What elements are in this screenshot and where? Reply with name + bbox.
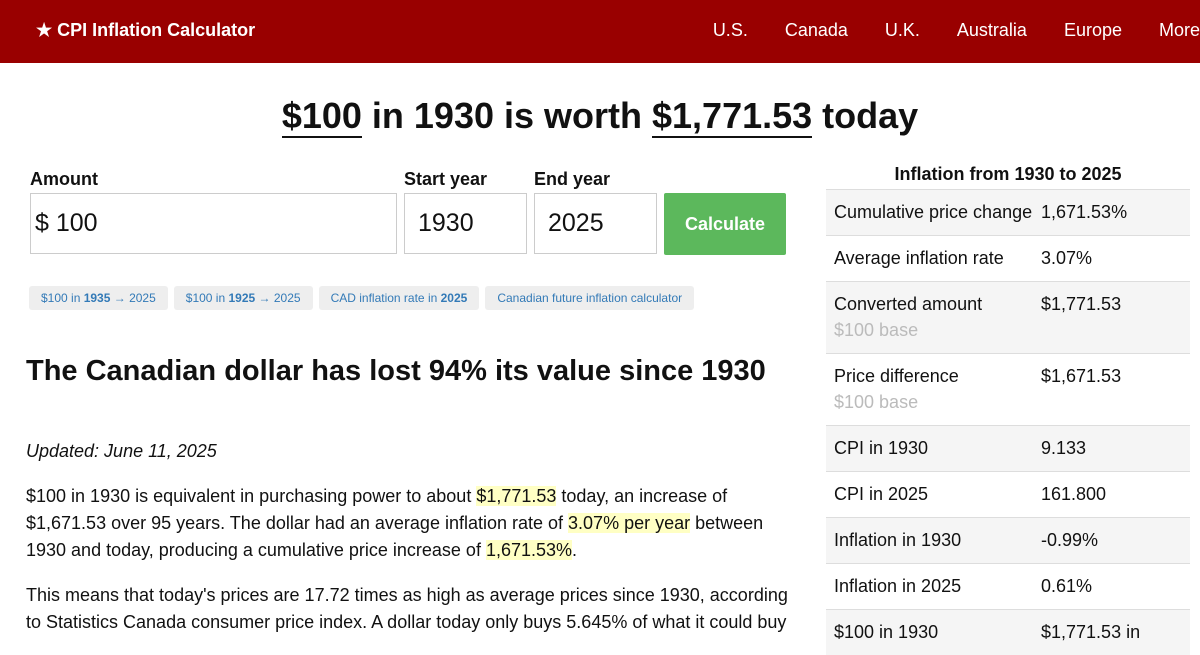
nav-link[interactable]: Australia [956,20,1027,40]
table-row: Inflation in 2025 0.61% [826,563,1190,609]
sidebar-rows: Cumulative price change 1,671.53% Average … [826,189,1190,655]
row-note: $100 base [834,392,919,412]
sidebar-title: Inflation from 1930 to 2025 [894,164,1122,184]
chip-text: $100 in [41,291,84,305]
row-label-cell: Converted amount $100 base [834,291,1041,343]
chip-list: $100 in 1935 → 2025 $100 in 1925 → 2025 CA… [29,286,700,310]
headline-value: $1,771.53 [652,95,813,138]
table-row: Average inflation rate 3.07% [826,235,1190,281]
nav-link[interactable]: Europe [1063,20,1122,40]
headline-text: today [812,95,919,136]
nav-bar: ★ CPI Inflation Calculator U.S. Canada U.K… [0,0,1200,63]
paragraph: $100 in 1930 is equivalent in purchasing… [26,483,796,564]
nav-link[interactable]: Canada [784,20,848,40]
paragraph-text: today, an increase of $1,671.53 over 95 … [26,486,728,533]
row-value: $1,771.53 in [1041,622,1141,642]
nav-link[interactable]: More [1158,20,1200,40]
start-input[interactable]: 1930 [404,193,527,254]
row-label: CPI in 2025 [834,484,929,504]
headline-text: in 1930 is worth [361,95,652,136]
chip-text: Canadian future inflation calculator [497,291,683,305]
highlight: 1,671.53% [485,540,573,560]
paragraph-text: between 1930 and today, producing a cumu… [26,513,764,560]
row-label-cell: $100 in 1930 [834,619,1041,645]
article-heading: The Canadian dollar has lost 94% its val… [26,355,766,387]
row-label-cell: Inflation in 1930 [834,527,1041,553]
row-label-cell: Inflation in 2025 [834,573,1041,599]
row-label-cell: Cumulative price change [834,199,1041,225]
amount-value: 100 [55,209,98,237]
chip-text: → 2025 [255,291,301,305]
table-row: Converted amount $100 base $1,771.53 [826,281,1190,353]
table-row: Price difference $100 base $1,671.53 [826,353,1190,425]
updated-date: Updated: June 11, 2025 [26,441,217,461]
row-label: Average inflation rate [834,248,1004,268]
headline-value: $100 [281,95,362,138]
row-value: 9.133 [1041,438,1087,458]
chip-text: → 2025 [110,291,156,305]
row-value: -0.99% [1041,530,1099,550]
row-label: Inflation in 2025 [834,576,962,596]
currency: $ [35,209,49,237]
row-label: Price difference [834,366,959,386]
row-value: 1,671.53% [1041,202,1128,222]
headline: $100 in 1930 is worth $1,771.53 today [0,95,1200,138]
chip-link[interactable]: Canadian future inflation calculator [485,286,695,310]
amount-input[interactable]: $ 100 [30,193,397,254]
paragraph-text: $100 in 1930 is equivalent in purchasing… [26,486,477,506]
row-label: CPI in 1930 [834,438,929,458]
nav-links: U.S. Canada U.K. Australia Europe More [676,20,1200,41]
row-label: Converted amount [834,294,983,314]
chip-link[interactable]: $100 in 1935 → 2025 [29,286,168,310]
chip-text: 2025 [440,291,468,305]
row-label: $100 in 1930 [834,622,939,642]
paragraph-text: This means that today's prices are 17.72… [26,585,788,632]
row-label-cell: CPI in 2025 [834,481,1041,507]
row-value: $1,771.53 [1041,294,1122,314]
end-input[interactable]: 2025 [534,193,657,254]
table-row: Cumulative price change 1,671.53% [826,189,1190,235]
row-label: Cumulative price change [834,202,1033,222]
brand[interactable]: ★ CPI Inflation Calculator [36,20,256,40]
article-body: $100 in 1930 is equivalent in purchasing… [26,483,796,654]
highlight: $1,771.53 [476,486,557,506]
nav-link[interactable]: U.K. [884,20,920,40]
nav-link[interactable]: U.S. [712,20,748,40]
chip-link[interactable]: $100 in 1925 → 2025 [173,286,313,310]
row-label-cell: Average inflation rate [834,245,1041,271]
row-value: 0.61% [1041,576,1093,596]
sidebar-table: Inflation from 1930 to 2025 Cumulative p… [826,164,1190,655]
row-label-cell: Price difference $100 base [834,363,1041,415]
row-value: 3.07% [1041,248,1093,268]
chip-text: CAD inflation rate in [330,291,441,305]
row-label: Inflation in 1930 [834,530,962,550]
paragraph-text: . [572,540,578,560]
table-row: $100 in 1930 $1,771.53 in [826,609,1190,655]
chip-text: 1935 [83,291,111,305]
row-label-cell: CPI in 1930 [834,435,1041,461]
calculate-button[interactable]: Calculate [664,193,786,255]
table-row: Inflation in 1930 -0.99% [826,517,1190,563]
chip-text: $100 in [185,291,229,305]
row-note: $100 base [834,320,919,340]
chip-text: 1925 [228,291,256,305]
table-row: CPI in 2025 161.800 [826,471,1190,517]
end-label: End year [534,169,611,189]
chip-link[interactable]: CAD inflation rate in 2025 [318,286,480,310]
start-label: Start year [404,169,488,189]
paragraph: This means that today's prices are 17.72… [26,582,796,636]
row-value: 161.800 [1041,484,1107,504]
amount-label: Amount [30,169,98,189]
row-value: $1,671.53 [1041,366,1122,386]
table-row: CPI in 1930 9.133 [826,425,1190,471]
highlight: 3.07% per year [568,513,691,533]
